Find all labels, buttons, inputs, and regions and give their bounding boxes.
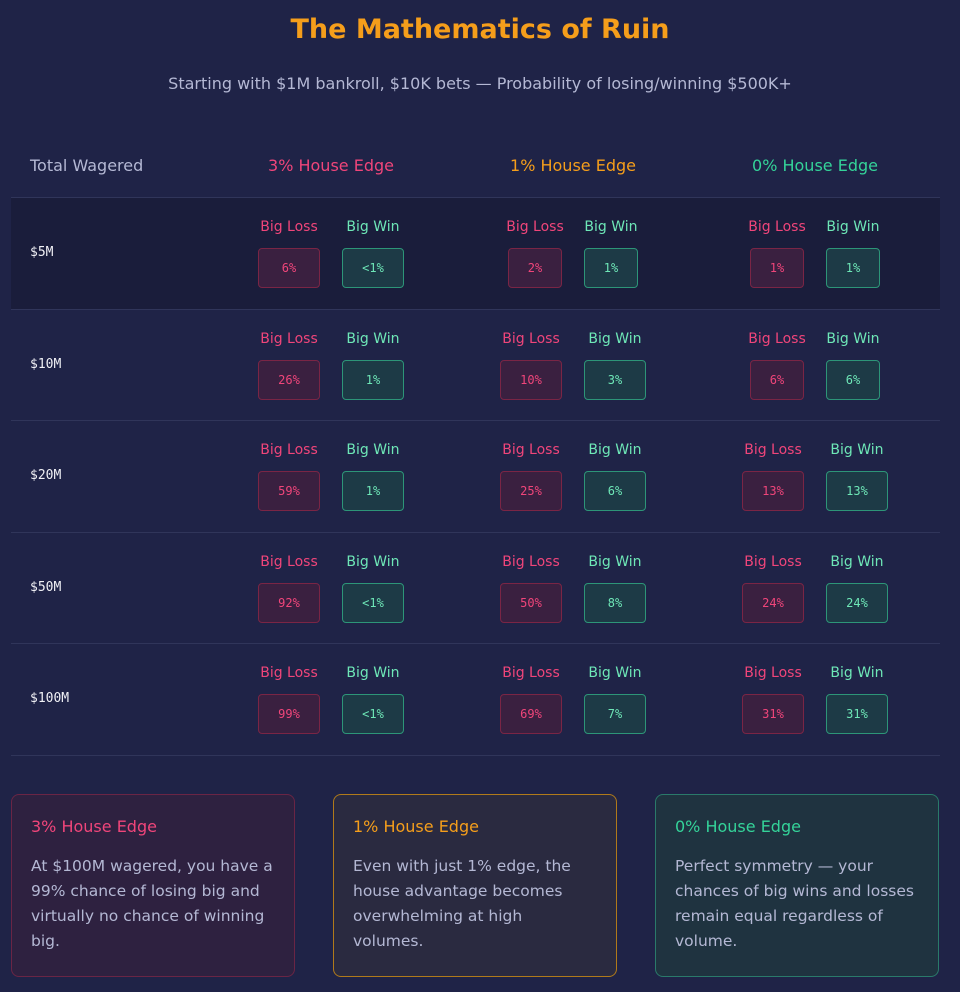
big-win-label: Big Win	[346, 665, 400, 682]
card-text: Even with just 1% edge, the house advant…	[353, 857, 571, 950]
big-loss-label: Big Loss	[260, 553, 318, 570]
column-header: Total Wagered	[30, 156, 144, 175]
loss-value: 50%	[500, 582, 562, 623]
win-value: 1%	[342, 359, 404, 400]
big-loss-label: Big Loss	[748, 219, 806, 235]
loss-value: 69%	[500, 694, 562, 735]
big-loss-label: Big Loss	[502, 553, 560, 570]
big-win-label: Big Win	[826, 219, 880, 235]
win-value: 31%	[826, 694, 888, 735]
big-win-label: Big Win	[584, 219, 638, 235]
big-loss-label: Big Loss	[260, 330, 318, 347]
big-loss-label: Big Loss	[260, 442, 318, 459]
wagered: $20M	[30, 468, 62, 484]
card-title: 3% House Edge	[31, 817, 157, 836]
big-loss-label: Big Loss	[502, 665, 560, 682]
column-header: 3% House Edge	[268, 156, 394, 175]
big-win-label: Big Win	[826, 330, 880, 347]
big-win-label: Big Win	[830, 442, 884, 459]
big-win-label: Big Win	[588, 553, 642, 570]
win-value: 1%	[826, 248, 880, 288]
loss-value: 13%	[742, 471, 804, 512]
big-loss-label: Big Loss	[502, 442, 560, 459]
big-win-label: Big Win	[346, 219, 400, 235]
loss-value: 92%	[258, 582, 320, 623]
big-win-label: Big Win	[830, 665, 884, 682]
big-loss-label: Big Loss	[260, 219, 318, 235]
table-row	[11, 420, 940, 532]
win-value: <1%	[342, 582, 404, 623]
loss-value: 6%	[750, 359, 804, 400]
summary-card: 1% House Edge Even with just 1% edge, the…	[333, 794, 617, 977]
card-title: 1% House Edge	[353, 817, 479, 836]
big-loss-label: Big Loss	[744, 442, 802, 459]
loss-value: 10%	[500, 359, 562, 400]
wagered: $10M	[30, 356, 62, 372]
table-row	[11, 531, 940, 644]
title: The Mathematics of Ruin	[290, 14, 670, 45]
summary-card: 0% House Edge Perfect symmetry — your cha…	[655, 794, 939, 977]
win-value: 13%	[826, 471, 888, 512]
win-value: 1%	[584, 248, 638, 288]
wagered: $100M	[30, 691, 70, 707]
loss-value: 24%	[742, 582, 804, 623]
card-text: At $100M wagered, you have a 99% chance …	[31, 857, 273, 950]
big-win-label: Big Win	[830, 553, 884, 570]
win-value: 6%	[826, 359, 880, 400]
big-loss-label: Big Loss	[506, 219, 564, 235]
big-win-label: Big Win	[588, 330, 642, 347]
column-header: 0% House Edge	[752, 156, 878, 175]
big-win-label: Big Win	[346, 442, 400, 459]
win-value: 7%	[584, 694, 646, 735]
loss-value: 25%	[500, 471, 562, 512]
wagered: $50M	[30, 579, 62, 595]
table-row	[11, 308, 940, 421]
loss-value: 2%	[508, 248, 562, 288]
win-value: 1%	[342, 471, 404, 512]
big-win-label: Big Win	[588, 665, 642, 682]
big-loss-label: Big Loss	[744, 553, 802, 570]
big-win-label: Big Win	[346, 553, 400, 570]
loss-value: 59%	[258, 471, 320, 512]
wagered: $5M	[30, 245, 54, 260]
loss-value: 99%	[258, 694, 320, 735]
win-value: 8%	[584, 582, 646, 623]
column-header: 1% House Edge	[510, 156, 636, 175]
big-loss-label: Big Loss	[260, 665, 318, 682]
loss-value: 31%	[742, 694, 804, 735]
summary-card: 3% House Edge At $100M wagered, you have …	[11, 794, 295, 977]
loss-value: 1%	[750, 248, 804, 288]
win-value: 3%	[584, 359, 646, 400]
big-win-label: Big Win	[346, 330, 400, 347]
table-bottom-line	[11, 755, 940, 756]
card-title: 0% House Edge	[675, 817, 801, 836]
loss-value: 6%	[258, 248, 320, 288]
card-text: Perfect symmetry — your chances of big w…	[675, 857, 914, 950]
subtitle: Starting with $1M bankroll, $10K bets — …	[168, 74, 792, 93]
big-loss-label: Big Loss	[748, 330, 806, 347]
table-row	[11, 643, 940, 755]
win-value: <1%	[342, 248, 404, 288]
big-loss-label: Big Loss	[744, 665, 802, 682]
loss-value: 26%	[258, 359, 320, 400]
win-value: 6%	[584, 471, 646, 512]
big-win-label: Big Win	[588, 442, 642, 459]
win-value: 24%	[826, 582, 888, 623]
win-value: <1%	[342, 694, 404, 735]
big-loss-label: Big Loss	[502, 330, 560, 347]
